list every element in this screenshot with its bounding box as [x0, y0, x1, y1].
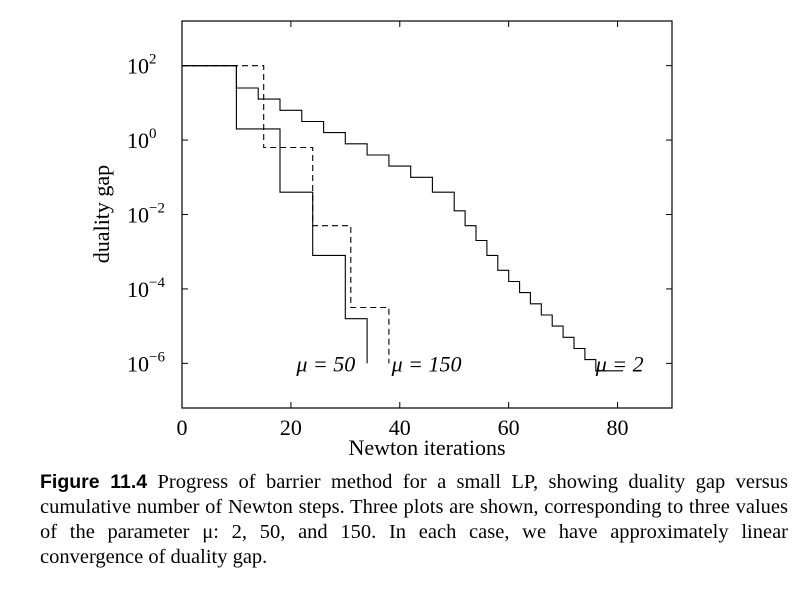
- x-tick-label: 60: [498, 415, 520, 440]
- series-layer: [182, 65, 623, 372]
- y-tick-label: 10−6: [127, 349, 165, 376]
- series-line-3: [182, 65, 623, 372]
- x-axis: 0 20 40 60 80: [177, 21, 629, 440]
- y-axis-title: duality gap: [89, 165, 114, 263]
- chart: 0 20 40 60 80 102 100 10−2 10−4 10−6 μ = 50 μ = 1…: [89, 20, 673, 460]
- series-label-3: μ = 2: [595, 351, 644, 376]
- y-tick-label: 100: [127, 126, 157, 153]
- figure-caption: Figure 11.4 Progress of barrier method f…: [40, 470, 788, 570]
- plot-frame: [181, 20, 673, 409]
- y-tick-label: 10−2: [127, 201, 165, 228]
- series-label-1: μ = 50: [295, 351, 355, 376]
- x-axis-title: Newton iterations: [348, 435, 505, 460]
- series-line-1: [182, 65, 368, 364]
- y-tick-label: 10−4: [127, 275, 165, 302]
- caption-text: Progress of barrier method for a small L…: [40, 471, 788, 568]
- caption-figure-number: Figure 11.4: [40, 471, 148, 493]
- y-tick-label: 102: [127, 52, 157, 79]
- series-line-2: [182, 65, 390, 364]
- x-tick-label: 40: [389, 415, 411, 440]
- x-tick-label: 0: [177, 415, 188, 440]
- y-axis: 102 100 10−2 10−4 10−6: [127, 52, 672, 376]
- x-tick-label: 20: [280, 415, 302, 440]
- series-label-layer: μ = 50 μ = 150 μ = 2: [295, 351, 643, 376]
- x-tick-label: 80: [607, 415, 629, 440]
- series-label-2: μ = 150: [391, 351, 462, 376]
